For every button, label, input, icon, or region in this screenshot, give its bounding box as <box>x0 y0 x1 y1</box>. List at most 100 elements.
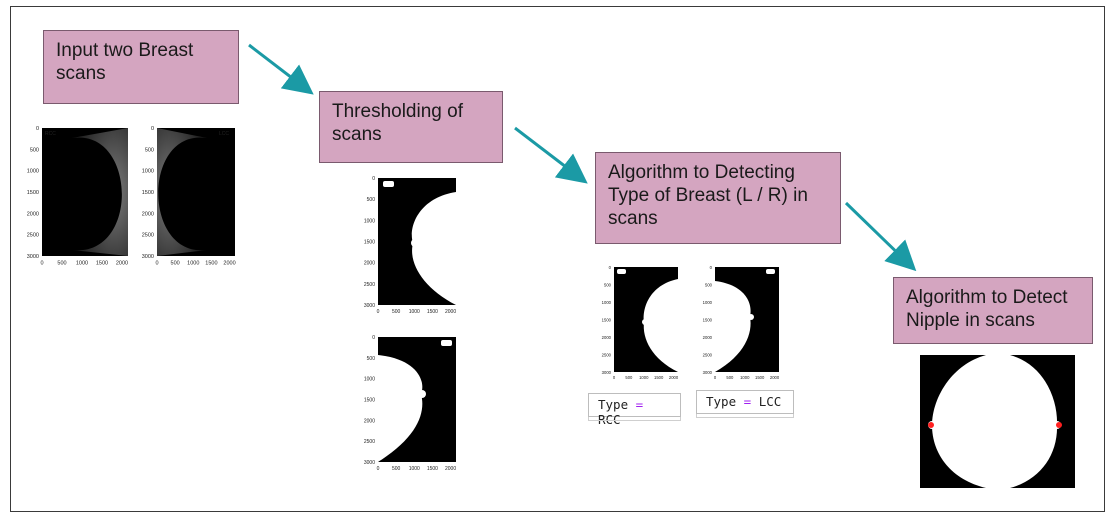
tick-label-y: 1500 <box>602 318 612 323</box>
tick-label-y: 2000 <box>27 211 39 217</box>
tick-label-y: 500 <box>705 283 713 288</box>
tick-label-y: 0 <box>710 265 713 270</box>
tick-label-y: 500 <box>30 147 39 153</box>
tick-label-y: 0 <box>609 265 612 270</box>
type-value: LCC <box>758 394 782 409</box>
tick-label-x: 1500 <box>755 375 765 380</box>
diagram-frame <box>10 6 1105 512</box>
type-result-lcc: Type = LCC <box>696 390 794 418</box>
tick-label-y: 1500 <box>364 398 375 404</box>
scan-type-rcc <box>614 267 678 372</box>
tick-label-y: 3000 <box>27 254 39 260</box>
tick-label-y: 1000 <box>142 169 154 175</box>
tick-label-y: 2500 <box>364 282 375 288</box>
tick-label-y: 3000 <box>364 460 375 466</box>
tick-label-y: 2000 <box>142 211 154 217</box>
tick-label-x: 0 <box>613 375 616 380</box>
tick-label-x: 1500 <box>654 375 664 380</box>
tick-label-y: 1000 <box>703 300 713 305</box>
tick-label-y: 500 <box>604 283 612 288</box>
tick-label-y: 2500 <box>27 233 39 239</box>
tick-label-y: 1000 <box>27 169 39 175</box>
tick-label-y: 2500 <box>703 353 713 358</box>
tick-label-x: 1500 <box>427 309 438 315</box>
tick-label-x: 2000 <box>770 375 780 380</box>
step-input-scans: Input two Breast scans <box>43 30 239 104</box>
tick-label-y: 2000 <box>364 418 375 424</box>
tick-label-x: 2000 <box>445 466 456 472</box>
tick-label-y: 3000 <box>602 370 612 375</box>
step-detect-nipple: Algorithm to Detect Nipple in scans <box>893 277 1093 344</box>
tick-label-y: 2500 <box>364 439 375 445</box>
type-key: Type <box>598 397 629 412</box>
tick-label-x: 500 <box>171 261 180 267</box>
tick-label-y: 0 <box>372 176 375 182</box>
tick-label-x: 1000 <box>409 466 420 472</box>
tick-label-y: 500 <box>367 197 376 203</box>
tick-label-x: 2000 <box>669 375 679 380</box>
tick-label-x: 1500 <box>96 261 108 267</box>
tick-label-y: 2500 <box>602 353 612 358</box>
tick-label-x: 1000 <box>639 375 649 380</box>
tick-label-x: 500 <box>57 261 66 267</box>
tick-label-y: 1500 <box>27 190 39 196</box>
tick-label-x: 500 <box>625 375 633 380</box>
tick-label-y: 2000 <box>703 335 713 340</box>
tick-label-y: 1000 <box>364 218 375 224</box>
tick-label-x: 1500 <box>427 466 438 472</box>
tick-label-y: 3000 <box>142 254 154 260</box>
tick-label-y: 1000 <box>364 377 375 383</box>
tick-label-y: 0 <box>372 335 375 341</box>
tick-label-y: 1500 <box>703 318 713 323</box>
type-key: Type <box>706 394 737 409</box>
tick-label-x: 500 <box>392 466 401 472</box>
scan-raw-rcc: RCC <box>42 128 128 256</box>
tick-label-y: 3000 <box>364 303 375 309</box>
scan-threshold-lcc <box>378 337 456 462</box>
step-detect-breast-type: Algorithm to Detecting Type of Breast (L… <box>595 152 841 244</box>
tick-label-x: 1000 <box>409 309 420 315</box>
tick-label-y: 2500 <box>142 233 154 239</box>
type-equals: = <box>635 397 644 412</box>
nipple-marker <box>1056 422 1062 428</box>
scan-tag-rcc: RCC <box>45 131 56 137</box>
tick-label-y: 0 <box>151 126 154 132</box>
tick-label-y: 1000 <box>602 300 612 305</box>
type-value: RCC <box>598 412 621 427</box>
tick-label-x: 1000 <box>76 261 88 267</box>
scan-nipple-lcc <box>1010 355 1075 488</box>
tick-label-x: 0 <box>40 261 43 267</box>
scan-type-lcc <box>715 267 779 372</box>
tick-label-x: 1000 <box>187 261 199 267</box>
tick-label-x: 2000 <box>445 309 456 315</box>
arrow-input-to-threshold <box>248 43 314 95</box>
tick-label-y: 500 <box>367 356 376 362</box>
tick-label-x: 0 <box>377 309 380 315</box>
tick-label-x: 0 <box>377 466 380 472</box>
tick-label-y: 500 <box>145 147 154 153</box>
tick-label-y: 2000 <box>364 261 375 267</box>
tick-label-x: 2000 <box>116 261 128 267</box>
scan-threshold-rcc <box>378 178 456 305</box>
tick-label-y: 3000 <box>703 370 713 375</box>
scan-tag-lcc: LCC <box>219 131 229 137</box>
tick-label-y: 1500 <box>142 190 154 196</box>
type-result-rcc: Type = RCC <box>588 393 681 427</box>
arrow-threshold-to-type <box>514 126 588 184</box>
tick-label-y: 2000 <box>602 335 612 340</box>
nipple-marker <box>928 422 934 428</box>
tick-label-x: 0 <box>155 261 158 267</box>
tick-label-x: 500 <box>726 375 734 380</box>
tick-label-x: 2000 <box>223 261 235 267</box>
tick-label-x: 500 <box>392 309 401 315</box>
tick-label-y: 1500 <box>364 240 375 246</box>
type-equals: = <box>743 394 752 409</box>
tick-label-x: 0 <box>714 375 717 380</box>
scan-nipple-rcc <box>920 355 986 488</box>
arrow-type-to-nipple <box>844 201 917 272</box>
scan-raw-lcc: LCC <box>157 128 235 256</box>
tick-label-x: 1000 <box>740 375 750 380</box>
tick-label-y: 0 <box>36 126 39 132</box>
tick-label-x: 1500 <box>205 261 217 267</box>
